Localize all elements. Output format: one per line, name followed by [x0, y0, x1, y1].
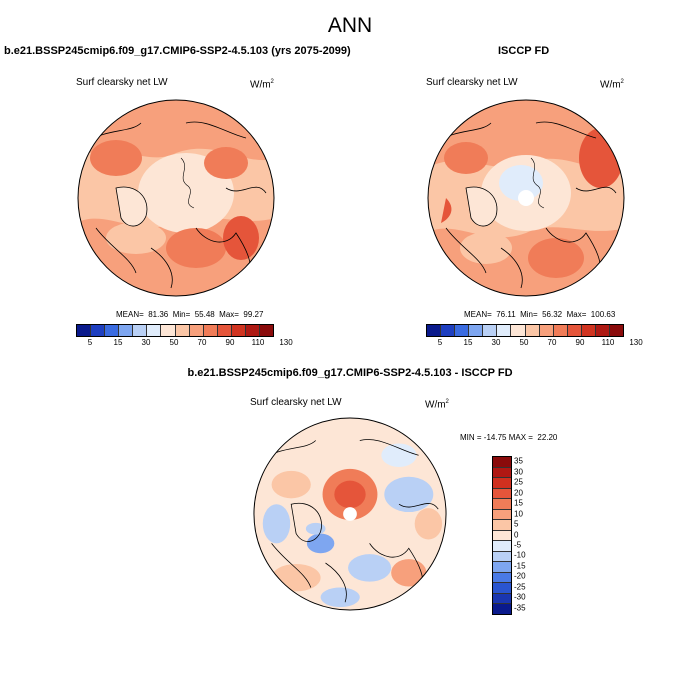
- colorbar-tick-label: 130: [279, 338, 293, 347]
- colorbar-tick-label: 20: [514, 488, 523, 498]
- obs-panel-title: ISCCP FD: [498, 45, 550, 57]
- colorbar-swatch: [245, 325, 261, 336]
- colorbar-swatch: [511, 325, 526, 336]
- colorbar-tick-label: 110: [601, 338, 615, 347]
- diff-units-label: W/m2: [425, 399, 449, 411]
- colorbar-tick-label: 30: [491, 338, 501, 347]
- diff-colorbar: [492, 456, 512, 615]
- obs-colorbar-ticks: 5 15 30 50 70 90 110 130: [426, 338, 643, 350]
- diff-polar-map: [253, 417, 447, 611]
- colorbar-swatch: [91, 325, 106, 336]
- colorbar-swatch: [525, 325, 540, 336]
- colorbar-swatch: [133, 325, 148, 336]
- colorbar-swatch: [539, 325, 554, 336]
- colorbar-swatch: [493, 488, 511, 500]
- obs-colorbar: [426, 324, 624, 337]
- obs-units-label: W/m2: [600, 79, 624, 91]
- colorbar-swatch: [493, 478, 511, 489]
- diff-panel-title: b.e21.BSSP245cmip6.f09_g17.CMIP6-SSP2-4.…: [187, 367, 513, 379]
- model-polar-map: [77, 99, 275, 297]
- colorbar-swatch: [427, 325, 442, 336]
- colorbar-swatch: [105, 325, 120, 336]
- colorbar-tick-label: 15: [113, 338, 123, 347]
- colorbar-swatch: [493, 509, 511, 521]
- colorbar-swatch: [203, 325, 218, 336]
- colorbar-swatch: [77, 325, 92, 336]
- colorbar-swatch: [260, 325, 274, 336]
- colorbar-tick-label: -15: [514, 561, 526, 571]
- colorbar-swatch: [119, 325, 134, 336]
- colorbar-tick-label: 5: [87, 338, 93, 347]
- colorbar-tick-label: 70: [197, 338, 207, 347]
- model-variable-label: Surf clearsky net LW: [76, 77, 168, 88]
- colorbar-swatch: [469, 325, 484, 336]
- colorbar-tick-label: 110: [251, 338, 265, 347]
- colorbar-swatch: [147, 325, 162, 336]
- colorbar-swatch: [567, 325, 582, 336]
- colorbar-swatch: [493, 457, 511, 468]
- colorbar-swatch: [595, 325, 611, 336]
- colorbar-swatch: [483, 325, 498, 336]
- colorbar-swatch: [493, 562, 511, 573]
- colorbar-swatch: [189, 325, 204, 336]
- colorbar-tick-label: -20: [514, 571, 526, 581]
- colorbar-swatch: [610, 325, 624, 336]
- colorbar-tick-label: 5: [514, 519, 519, 529]
- colorbar-swatch: [217, 325, 232, 336]
- colorbar-swatch: [231, 325, 246, 336]
- colorbar-tick-label: -5: [514, 540, 522, 550]
- model-colorbar-ticks: 5 15 30 50 70 90 110 130: [76, 338, 293, 350]
- colorbar-swatch: [161, 325, 176, 336]
- colorbar-tick-label: 15: [514, 498, 523, 508]
- colorbar-swatch: [493, 551, 511, 563]
- colorbar-tick-label: -35: [514, 603, 526, 613]
- colorbar-tick-label: 35: [514, 456, 523, 466]
- colorbar-swatch: [493, 593, 511, 605]
- colorbar-tick-label: 30: [514, 467, 523, 477]
- colorbar-tick-label: 0: [514, 530, 519, 539]
- diff-stats: MIN = -14.75 MAX = 22.20: [460, 433, 558, 442]
- model-stats: MEAN= 81.36 Min= 55.48 Max= 99.27: [116, 310, 264, 319]
- colorbar-tick-label: 10: [514, 509, 523, 519]
- colorbar-swatch: [493, 583, 511, 594]
- colorbar-swatch: [175, 325, 190, 336]
- colorbar-swatch: [493, 541, 511, 552]
- obs-stats: MEAN= 76.11 Min= 56.32 Max= 100.63: [464, 310, 616, 319]
- colorbar-tick-label: 25: [514, 477, 523, 487]
- colorbar-tick-label: 70: [547, 338, 557, 347]
- colorbar-tick-label: 50: [519, 338, 529, 347]
- colorbar-swatch: [497, 325, 512, 336]
- colorbar-swatch: [441, 325, 456, 336]
- colorbar-swatch: [493, 520, 511, 531]
- colorbar-swatch: [493, 572, 511, 584]
- colorbar-tick-label: -10: [514, 550, 526, 560]
- colorbar-tick-label: -25: [514, 582, 526, 592]
- model-colorbar: [76, 324, 274, 337]
- model-units-label: W/m2: [250, 79, 274, 91]
- obs-polar-map: [427, 99, 625, 297]
- colorbar-swatch: [493, 604, 511, 614]
- colorbar-tick-label: 50: [169, 338, 179, 347]
- colorbar-tick-label: 130: [629, 338, 643, 347]
- colorbar-swatch: [581, 325, 596, 336]
- colorbar-swatch: [493, 499, 511, 510]
- colorbar-swatch: [493, 530, 511, 542]
- colorbar-swatch: [455, 325, 470, 336]
- obs-variable-label: Surf clearsky net LW: [426, 77, 518, 88]
- diff-colorbar-ticks: 35 30 25 20 15 10 5 0 -5 -10 -15 -20 -25 -30 -35: [514, 456, 544, 613]
- colorbar-tick-label: 5: [437, 338, 443, 347]
- colorbar-tick-label: -30: [514, 592, 526, 602]
- colorbar-tick-label: 90: [575, 338, 585, 347]
- model-panel-title: b.e21.BSSP245cmip6.f09_g17.CMIP6-SSP2-4.…: [4, 45, 351, 57]
- colorbar-swatch: [553, 325, 568, 336]
- main-title: ANN: [327, 14, 373, 37]
- colorbar-tick-label: 30: [141, 338, 151, 347]
- colorbar-tick-label: 90: [225, 338, 235, 347]
- colorbar-swatch: [493, 467, 511, 479]
- diff-variable-label: Surf clearsky net LW: [250, 397, 342, 408]
- colorbar-tick-label: 15: [463, 338, 473, 347]
